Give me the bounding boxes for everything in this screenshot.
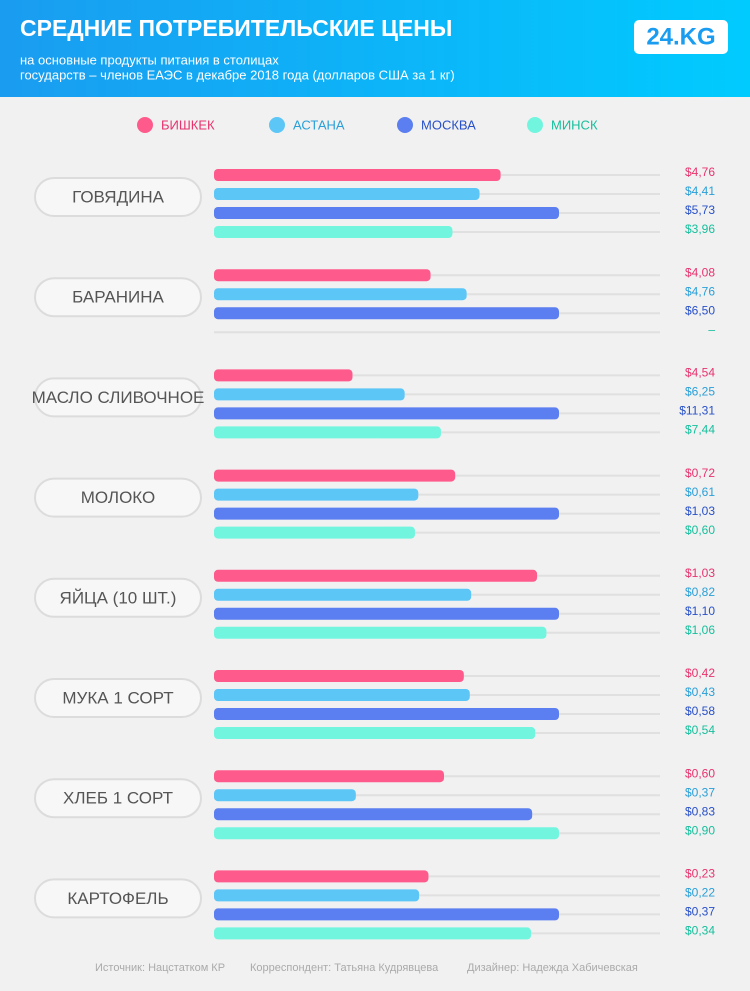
bar	[214, 269, 431, 282]
value-label: $0,42	[685, 666, 715, 680]
bar	[214, 670, 464, 682]
logo: 24.KG	[646, 23, 715, 50]
footer-source: Источник: Нацстатком КР	[95, 962, 225, 974]
value-label: $4,54	[685, 366, 715, 380]
value-label: $5,73	[685, 203, 715, 217]
bar	[214, 569, 538, 582]
category-label: ГОВЯДИНА	[72, 187, 165, 206]
chart-title: СРЕДНИЕ ПОТРЕБИТЕЛЬСКИЕ ЦЕНЫ	[20, 15, 452, 41]
value-label: –	[708, 322, 715, 336]
bar	[214, 526, 415, 539]
bar	[214, 607, 559, 620]
bar	[214, 789, 356, 802]
bar	[214, 708, 559, 720]
value-label: $1,03	[685, 504, 715, 518]
value-label: $0,61	[685, 485, 715, 499]
bar	[214, 207, 559, 219]
category-pill	[34, 377, 202, 418]
value-label: $4,41	[685, 184, 715, 198]
value-label: $11,31	[679, 404, 715, 418]
bar	[214, 889, 420, 902]
category-label: ЯЙЦА (10 ШТ.)	[60, 588, 177, 607]
value-label: $0,58	[685, 704, 715, 718]
footer-author: Корреспондент: Татьяна Кудрявцева	[250, 962, 439, 974]
value-label: $4,76	[685, 165, 715, 179]
value-label: $4,76	[685, 284, 715, 298]
value-label: $0,72	[685, 466, 715, 480]
value-label: $0,37	[685, 785, 715, 799]
value-label: $7,44	[685, 423, 715, 437]
header-band	[0, 0, 750, 97]
legend-marker	[397, 117, 413, 133]
value-label: $0,60	[685, 766, 715, 780]
bar	[214, 407, 559, 420]
category-label: МУКА 1 СОРТ	[62, 688, 173, 707]
chart-subtitle: государств – членов ЕАЭС в декабре 2018 …	[20, 67, 455, 82]
category-pill	[34, 577, 202, 618]
bar	[214, 426, 441, 439]
bar	[214, 626, 547, 639]
value-label: $6,25	[685, 385, 715, 399]
category-pill	[34, 878, 202, 919]
chart-subtitle: на основные продукты питания в столицах	[20, 52, 279, 67]
category-pill	[34, 177, 202, 217]
bar	[214, 507, 559, 520]
legend-label: АСТАНА	[293, 117, 345, 132]
legend-label: МИНСК	[551, 117, 598, 132]
value-label: $0,54	[685, 723, 715, 737]
value-label: $0,43	[685, 685, 715, 699]
category-label: КАРТОФЕЛЬ	[67, 889, 168, 908]
value-label: $3,96	[685, 222, 715, 236]
bar	[214, 188, 480, 200]
bar	[214, 369, 353, 382]
value-label: $0,60	[685, 523, 715, 537]
category-pill	[34, 277, 202, 318]
bar	[214, 488, 419, 501]
bar	[214, 689, 470, 701]
category-label: ХЛЕБ 1 СОРТ	[63, 789, 173, 808]
bar	[214, 588, 472, 601]
legend-label: МОСКВА	[421, 117, 476, 132]
value-label: $0,90	[685, 823, 715, 837]
value-label: $0,37	[685, 905, 715, 919]
legend-label: БИШКЕК	[161, 117, 215, 132]
bar	[214, 808, 533, 821]
bar	[214, 288, 467, 301]
legend-marker	[527, 117, 543, 133]
value-label: $0,22	[685, 886, 715, 900]
bar	[214, 469, 456, 482]
category-label: МОЛОКО	[81, 488, 156, 507]
value-label: $6,50	[685, 303, 715, 317]
logo-box	[634, 20, 728, 54]
category-label: БАРАНИНА	[72, 288, 164, 307]
legend-marker	[137, 117, 153, 133]
value-label: $1,10	[685, 604, 715, 618]
bar	[214, 827, 559, 840]
bar	[214, 727, 536, 739]
bar	[214, 388, 405, 401]
bar	[214, 169, 501, 181]
value-label: $0,82	[685, 585, 715, 599]
value-label: $0,83	[685, 804, 715, 818]
footer-designer: Дизайнер: Надежда Хабичевская	[467, 962, 638, 974]
bar	[214, 307, 559, 320]
bar	[214, 927, 532, 940]
value-label: $0,34	[685, 924, 715, 938]
category-pill	[34, 678, 202, 718]
value-label: $0,23	[685, 867, 715, 881]
category-label: МАСЛО СЛИВОЧНОЕ	[32, 388, 205, 407]
bar	[214, 770, 444, 783]
value-label: $1,06	[685, 623, 715, 637]
legend-marker	[269, 117, 285, 133]
value-label: $4,08	[685, 265, 715, 279]
bar	[214, 908, 559, 921]
bar	[214, 870, 429, 883]
category-pill	[34, 477, 202, 518]
category-pill	[34, 778, 202, 819]
value-label: $1,03	[685, 566, 715, 580]
bar	[214, 226, 453, 238]
